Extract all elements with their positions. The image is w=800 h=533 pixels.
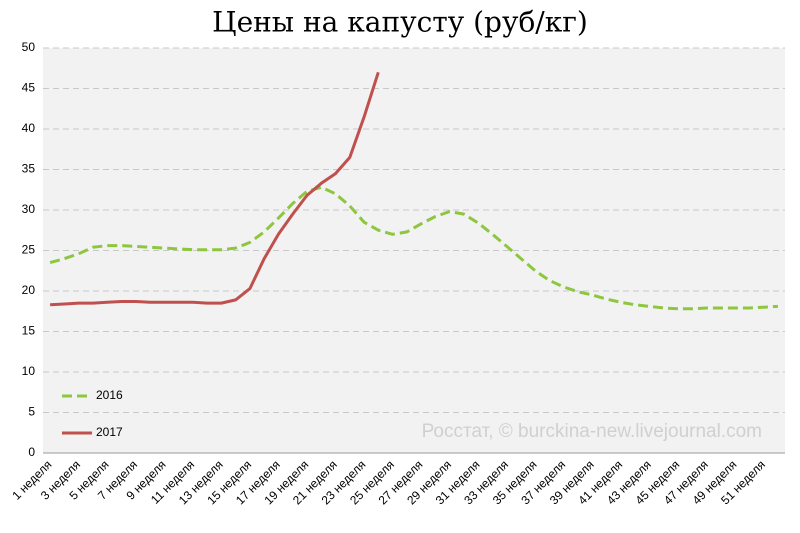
y-tick-label: 20 xyxy=(22,283,36,297)
y-tick-label: 35 xyxy=(22,162,36,176)
y-tick-label: 50 xyxy=(22,40,36,54)
legend-label: 2017 xyxy=(96,425,123,439)
y-tick-label: 15 xyxy=(22,324,36,338)
series-line xyxy=(50,71,380,307)
y-tick-label: 25 xyxy=(22,243,36,257)
source-annotation: Росстат, © burckina-new.livejournal.com xyxy=(422,421,762,442)
chart-title: Цены на капусту (руб/кг) xyxy=(212,6,588,39)
y-tick-label: 45 xyxy=(22,81,36,95)
y-tick-label: 10 xyxy=(22,364,36,378)
y-tick-label: 5 xyxy=(28,405,35,419)
legend-label: 2016 xyxy=(96,388,123,402)
y-tick-label: 0 xyxy=(28,445,35,459)
y-tick-label: 40 xyxy=(22,121,36,135)
series-line xyxy=(49,185,778,311)
y-tick-label: 30 xyxy=(22,202,36,216)
